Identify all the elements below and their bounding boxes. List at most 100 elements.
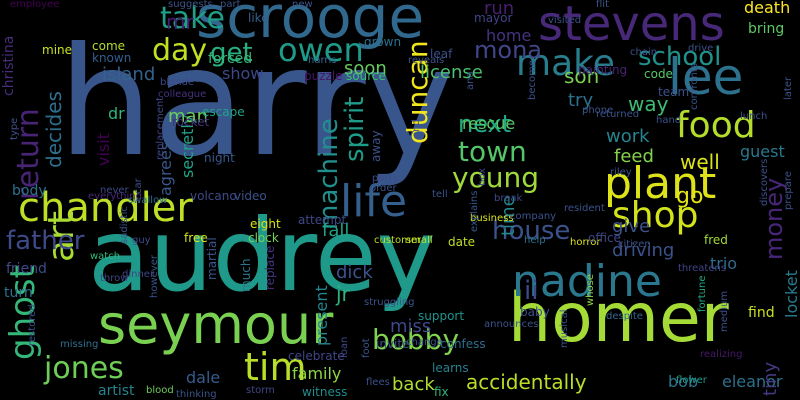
word-bring: bring (748, 21, 785, 37)
word-small: small (406, 235, 433, 246)
word-tim: tim (244, 345, 307, 389)
word-next: next (458, 110, 512, 138)
word-end: end (411, 119, 422, 138)
word-celebrate: celebrate (288, 349, 345, 363)
word-ana: ana (465, 71, 476, 90)
word-decides: decides (42, 91, 66, 168)
word-swallow: swallow (128, 195, 168, 206)
word-home: home (486, 26, 532, 45)
word-soon: soon (344, 58, 387, 79)
word-dick: dick (336, 262, 373, 283)
word-part: part (220, 0, 241, 10)
word-friend: friend (6, 261, 47, 277)
word-citizen: citizen (618, 239, 651, 250)
word-forced: forced (208, 51, 253, 67)
word-invite: invite (376, 337, 410, 351)
word-riley: riley (610, 167, 632, 178)
word-man: man (168, 106, 208, 127)
word-shop: shop (612, 195, 699, 236)
word-chandler: chandler (18, 185, 193, 231)
word-hand: hand (656, 115, 682, 126)
word-date: date (448, 235, 476, 249)
word-type: type (9, 117, 20, 140)
word-house: house (492, 216, 571, 246)
word-painting: painting (578, 63, 628, 77)
word-suggests: suggests (168, 0, 213, 10)
word-help: help (524, 235, 546, 246)
word-artist: artist (98, 383, 135, 399)
word-body: body (12, 183, 47, 199)
word-go: go (676, 184, 704, 209)
word-harris: harris (308, 55, 337, 66)
word-island: island (102, 64, 156, 85)
word-company: company (510, 211, 557, 222)
word-away: away (369, 130, 383, 162)
word-realizing: realizing (700, 349, 743, 360)
word-night: night (204, 151, 235, 165)
word-party: party (372, 173, 399, 184)
word-accidentally: accidentally (466, 370, 587, 394)
word-locket: locket (782, 270, 800, 318)
word-dale: dale (186, 368, 221, 387)
word-dinner: dinner (122, 269, 155, 280)
word-known: known (92, 51, 132, 65)
word-school: school (638, 42, 722, 72)
word-support: support (418, 309, 465, 323)
word-leaf: leaf (430, 47, 453, 61)
word-replacement: replacement (155, 96, 166, 160)
word-fall: fall (322, 220, 350, 241)
word-volcano: volcano (190, 189, 237, 203)
word-run: run (484, 0, 515, 19)
word-despite: despite (606, 311, 643, 322)
word-blood: blood (146, 385, 174, 396)
word-baby: baby (520, 305, 550, 319)
word-feed: feed (614, 146, 654, 167)
word-family: family (292, 364, 342, 383)
word-fix: fix (434, 385, 449, 399)
word-drive: drive (688, 43, 714, 54)
word-medium: medium (719, 290, 730, 332)
word-witness: witness (302, 385, 348, 399)
word-phone: phone (582, 105, 614, 116)
word-christina: christina (1, 35, 17, 96)
word-order: order (370, 183, 397, 194)
word-throw: throw (100, 273, 129, 284)
word-box: box (477, 167, 488, 186)
word-sadistic: sadistic (119, 206, 130, 244)
word-tiny: tiny (760, 361, 781, 396)
word-break: break (494, 193, 523, 204)
word-announces: announces (484, 319, 539, 330)
word-spirit: spirit (340, 96, 370, 162)
word-town: town (458, 135, 527, 168)
word-father: father (6, 226, 85, 256)
word-grown: grown (364, 35, 402, 49)
word-visit: visit (94, 133, 113, 166)
word-much: much (239, 258, 253, 293)
word-new: new (292, 0, 313, 10)
word-take: take (160, 1, 225, 36)
word-nadine: nadine (512, 256, 662, 307)
word-clock: clock (248, 231, 279, 245)
word-eleanor: eleanor (722, 372, 783, 391)
word-returned: returned (596, 109, 640, 120)
word-restored: restored (27, 304, 38, 346)
word-explains: explains (469, 190, 480, 232)
word-business: business (470, 213, 514, 224)
word-miss: miss (390, 316, 432, 337)
word-everything: everything (88, 191, 142, 202)
word-rocket: rocket (172, 115, 210, 129)
word-source: source (346, 69, 386, 83)
word-flit: flit (596, 0, 609, 10)
word-free: free (184, 231, 208, 245)
word-puzzle: puzzle (304, 69, 343, 83)
word-reveals: reveals (408, 55, 445, 66)
word-seymour: seymour (98, 293, 334, 356)
word-well: well (680, 150, 720, 174)
word-day: day (152, 33, 208, 68)
word-blonde: blonde (160, 77, 195, 88)
word-rescue: rescue (462, 114, 516, 133)
word-owen: owen (278, 31, 364, 69)
word-visited: visited (548, 15, 582, 26)
word-lunch: lunch (740, 111, 768, 122)
